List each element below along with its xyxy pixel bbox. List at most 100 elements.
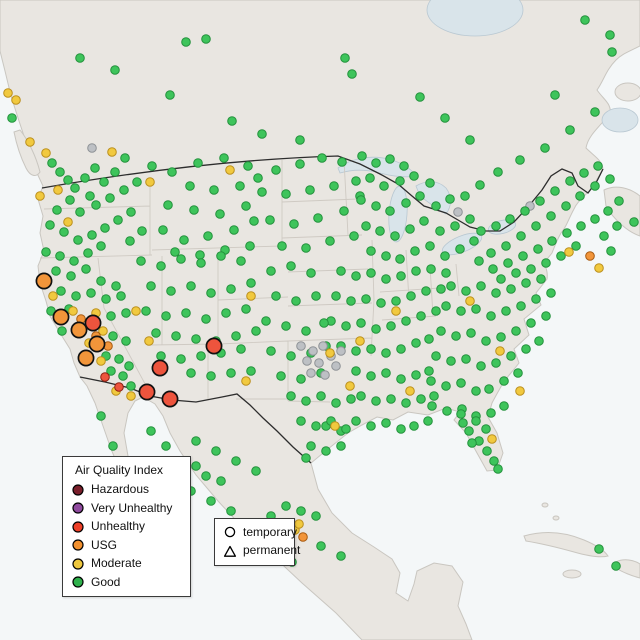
- station-dot-good[interactable]: [376, 298, 386, 308]
- station-dot-moderate[interactable]: [330, 421, 340, 431]
- station-dot-no-data[interactable]: [453, 207, 463, 217]
- station-dot-moderate[interactable]: [345, 381, 355, 391]
- station-dot-good[interactable]: [518, 251, 528, 261]
- station-dot-good[interactable]: [215, 209, 225, 219]
- station-dot-good[interactable]: [170, 247, 180, 257]
- station-dot-good[interactable]: [526, 318, 536, 328]
- station-dot-unhealthy[interactable]: [84, 314, 102, 332]
- station-dot-good[interactable]: [311, 511, 321, 521]
- station-dot-good[interactable]: [590, 181, 600, 191]
- station-dot-good[interactable]: [341, 424, 351, 434]
- station-dot-good[interactable]: [110, 167, 120, 177]
- station-dot-good[interactable]: [361, 294, 371, 304]
- station-dot-good[interactable]: [100, 223, 110, 233]
- station-dot-good[interactable]: [137, 226, 147, 236]
- station-dot-good[interactable]: [339, 206, 349, 216]
- station-dot-moderate[interactable]: [107, 147, 117, 157]
- station-dot-good[interactable]: [436, 284, 446, 294]
- station-dot-good[interactable]: [59, 227, 69, 237]
- station-dot-good[interactable]: [456, 306, 466, 316]
- station-dot-good[interactable]: [57, 326, 67, 336]
- station-dot-good[interactable]: [424, 366, 434, 376]
- station-dot-good[interactable]: [425, 178, 435, 188]
- station-dot-good[interactable]: [411, 338, 421, 348]
- station-dot-good[interactable]: [329, 181, 339, 191]
- station-dot-good[interactable]: [163, 200, 173, 210]
- station-dot-good[interactable]: [176, 354, 186, 364]
- station-dot-good[interactable]: [126, 381, 136, 391]
- station-dot-good[interactable]: [565, 125, 575, 135]
- station-dot-unhealthy[interactable]: [161, 390, 179, 408]
- station-dot-good[interactable]: [446, 281, 456, 291]
- station-dot-good[interactable]: [526, 264, 536, 274]
- station-dot-good[interactable]: [521, 344, 531, 354]
- station-dot-good[interactable]: [306, 268, 316, 278]
- station-dot-moderate[interactable]: [96, 356, 106, 366]
- station-dot-good[interactable]: [521, 278, 531, 288]
- station-dot-good[interactable]: [366, 371, 376, 381]
- station-dot-good[interactable]: [576, 221, 586, 231]
- station-dot-good[interactable]: [486, 311, 496, 321]
- station-dot-good[interactable]: [96, 276, 106, 286]
- station-dot-good[interactable]: [191, 436, 201, 446]
- station-dot-good[interactable]: [236, 344, 246, 354]
- station-dot-good[interactable]: [436, 326, 446, 336]
- station-dot-good[interactable]: [506, 351, 516, 361]
- station-dot-good[interactable]: [474, 256, 484, 266]
- station-dot-good[interactable]: [311, 421, 321, 431]
- station-dot-good[interactable]: [179, 235, 189, 245]
- station-dot-good[interactable]: [226, 368, 236, 378]
- station-dot-good[interactable]: [441, 268, 451, 278]
- station-dot-good[interactable]: [226, 284, 236, 294]
- station-dot-good[interactable]: [114, 354, 124, 364]
- station-dot-unhealthy[interactable]: [138, 383, 156, 401]
- station-dot-good[interactable]: [410, 246, 420, 256]
- station-dot-moderate[interactable]: [495, 346, 505, 356]
- station-dot-good[interactable]: [161, 311, 171, 321]
- station-dot-good[interactable]: [75, 207, 85, 217]
- station-dot-moderate[interactable]: [35, 191, 45, 201]
- station-dot-good[interactable]: [206, 288, 216, 298]
- station-dot-no-data[interactable]: [318, 341, 328, 351]
- station-dot-good[interactable]: [126, 207, 136, 217]
- station-dot-good[interactable]: [91, 200, 101, 210]
- station-dot-good[interactable]: [301, 326, 311, 336]
- station-dot-good[interactable]: [257, 187, 267, 197]
- station-dot-good[interactable]: [536, 274, 546, 284]
- station-dot-good[interactable]: [415, 92, 425, 102]
- station-dot-good[interactable]: [301, 396, 311, 406]
- station-dot-good[interactable]: [371, 158, 381, 168]
- station-dot-moderate[interactable]: [98, 326, 108, 336]
- station-dot-good[interactable]: [488, 264, 498, 274]
- station-dot-good[interactable]: [281, 189, 291, 199]
- station-dot-good[interactable]: [63, 175, 73, 185]
- station-dot-moderate[interactable]: [246, 291, 256, 301]
- station-dot-good[interactable]: [281, 321, 291, 331]
- station-dot-good[interactable]: [464, 426, 474, 436]
- station-dot-good[interactable]: [396, 271, 406, 281]
- station-dot-moderate[interactable]: [325, 348, 335, 358]
- station-dot-good[interactable]: [471, 416, 481, 426]
- station-dot-good[interactable]: [271, 165, 281, 175]
- station-dot-good[interactable]: [396, 424, 406, 434]
- station-dot-good[interactable]: [415, 191, 425, 201]
- station-dot-good[interactable]: [491, 288, 501, 298]
- station-dot-good[interactable]: [146, 426, 156, 436]
- station-dot-good[interactable]: [499, 376, 509, 386]
- station-dot-good[interactable]: [575, 191, 585, 201]
- station-dot-good[interactable]: [203, 231, 213, 241]
- station-dot-no-data[interactable]: [306, 368, 316, 378]
- station-dot-good[interactable]: [319, 318, 329, 328]
- station-dot-good[interactable]: [361, 221, 371, 231]
- station-dot-moderate[interactable]: [11, 95, 21, 105]
- station-dot-good[interactable]: [55, 167, 65, 177]
- station-dot-good[interactable]: [456, 409, 466, 419]
- station-dot-good[interactable]: [45, 220, 55, 230]
- station-dot-moderate[interactable]: [355, 336, 365, 346]
- station-dot-good[interactable]: [606, 246, 616, 256]
- station-dot-good[interactable]: [562, 228, 572, 238]
- station-dot-good[interactable]: [236, 256, 246, 266]
- station-dot-good[interactable]: [371, 324, 381, 334]
- station-dot-good[interactable]: [191, 334, 201, 344]
- station-dot-good[interactable]: [181, 308, 191, 318]
